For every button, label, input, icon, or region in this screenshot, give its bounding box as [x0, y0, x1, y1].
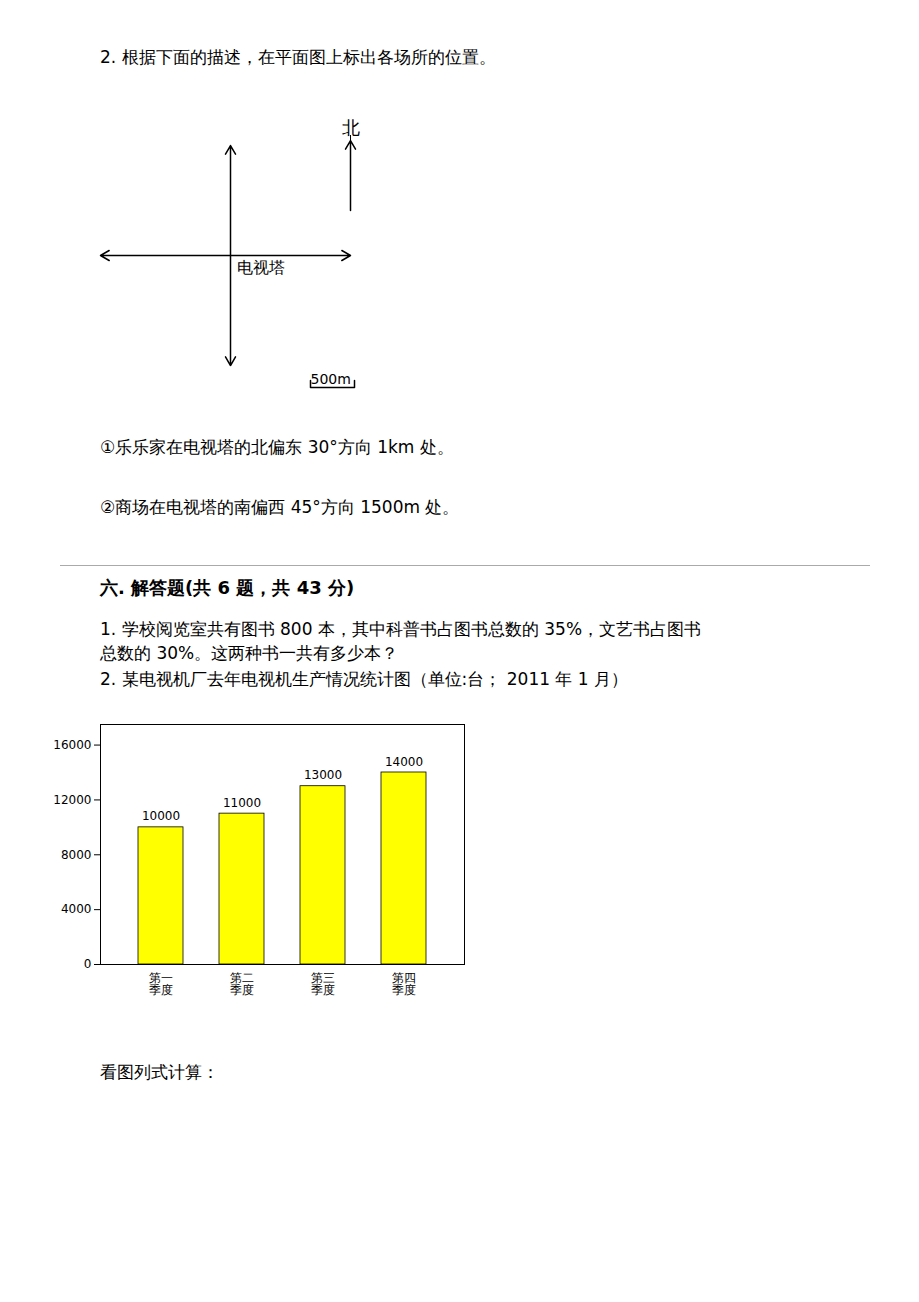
html-text:2. 某电视机厂去年电视机生产情况统计图（单位:台； 201: 2. 某电视机厂去年电视机生产情况统计图（单位:台； 2011 年 1 月） [100, 669, 628, 689]
svg-text:500m: 500m [311, 371, 351, 387]
svg-text:11000: 11000 [223, 796, 261, 810]
html-text:总数的 30%。这两种书一共有多少本？: 总数的 30%。这两种书一共有多少本？ [100, 643, 399, 663]
svg-text:电视塔: 电视塔 [237, 258, 285, 277]
svg-text:北: 北 [342, 117, 360, 138]
html-text:①乐乐家在电视塔的北偏东 30°方向 1km 处。: ①乐乐家在电视塔的北偏东 30°方向 1km 处。 [100, 437, 454, 457]
svg-text:12000: 12000 [53, 793, 91, 807]
svg-text:8000: 8000 [61, 848, 92, 862]
svg-text:第二季度: 第二季度 [230, 971, 254, 997]
svg-text:第一季度: 第一季度 [149, 971, 173, 997]
svg-text:4000: 4000 [61, 902, 92, 916]
svg-text:14000: 14000 [385, 755, 423, 769]
svg-text:13000: 13000 [304, 768, 342, 782]
svg-text:10000: 10000 [142, 809, 180, 823]
html-text:2. 根据下面的描述，在平面图上标出各场所的位置。: 2. 根据下面的描述，在平面图上标出各场所的位置。 [100, 47, 496, 67]
svg-text:0: 0 [84, 957, 92, 971]
svg-text:16000: 16000 [53, 738, 91, 752]
html-text:六. 解答题(共 6 题，共 43 分): 六. 解答题(共 6 题，共 43 分) [100, 577, 355, 598]
svg-text:第四季度: 第四季度 [392, 971, 416, 997]
html-text:②商场在电视塔的南偏西 45°方向 1500m 处。: ②商场在电视塔的南偏西 45°方向 1500m 处。 [100, 497, 460, 517]
html-text:看图列式计算：: 看图列式计算： [100, 1062, 219, 1082]
svg-text:第三季度: 第三季度 [311, 971, 335, 997]
html-text:1. 学校阅览室共有图书 800 本，其中科普书占图书总数的: 1. 学校阅览室共有图书 800 本，其中科普书占图书总数的 35%，文艺书占图… [100, 619, 702, 639]
